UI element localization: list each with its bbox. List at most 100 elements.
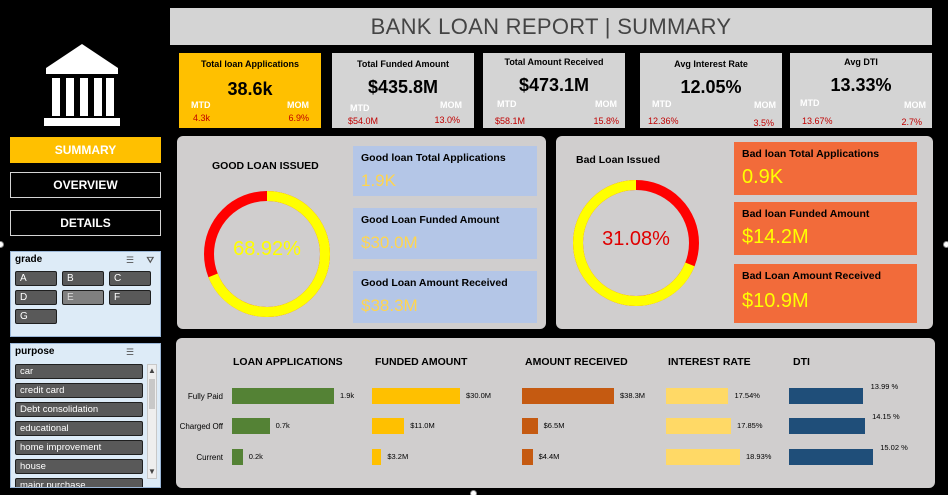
bad-loan-percent: 31.08% <box>602 228 670 250</box>
bad-loan-applications-card: Bad loan Total Applications 0.9K <box>734 142 917 195</box>
bar-0-0 <box>232 388 334 404</box>
purpose-option-credit-card[interactable]: credit card <box>15 383 143 398</box>
series-header-dti: DTI <box>793 356 810 368</box>
purpose-scrollbar[interactable]: ▲ ▼ <box>147 364 157 479</box>
bar-4-2 <box>789 449 873 465</box>
bar-label-0-0: 1.9k <box>340 391 355 400</box>
kpi-mom-value: 15.8% <box>593 116 619 126</box>
bar-2-1 <box>522 418 538 434</box>
bar-label-2-1: $6.5M <box>543 421 565 430</box>
purpose-option-major-purchase[interactable]: major purchase <box>15 478 143 487</box>
page-title: BANK LOAN REPORT | SUMMARY <box>170 8 932 45</box>
good-loan-applications-card: Good loan Total Applications 1.9K <box>353 146 537 196</box>
resize-handle[interactable] <box>470 490 477 495</box>
bar-label-0-2: 0.2k <box>248 452 263 461</box>
grade-option-b[interactable]: B <box>62 271 104 286</box>
bar-label-0-1: 0.7k <box>275 421 290 430</box>
grade-option-f[interactable]: F <box>109 290 151 305</box>
bad-loan-panel: Bad Loan Issued 31.08% Bad loan Total Ap… <box>556 136 933 329</box>
category-label-current: Current <box>196 453 223 462</box>
bad-loan-ring-segment <box>573 180 699 306</box>
purpose-option-house[interactable]: house <box>15 459 143 474</box>
purpose-option-debt-consolidation[interactable]: Debt consolidation <box>15 402 143 417</box>
scroll-down-icon[interactable]: ▼ <box>148 467 156 476</box>
purpose-option-educational[interactable]: educational <box>15 421 143 436</box>
kpi-mtd-label: MTD <box>191 100 211 110</box>
kpi-mom-value: 3.5% <box>753 118 774 128</box>
kpi-value: 38.6k <box>227 79 273 99</box>
kpi-mtd-label: MTD <box>800 98 820 108</box>
bar-3-1 <box>666 418 732 434</box>
grade-slicer-title: grade <box>15 254 43 265</box>
bar-1-1 <box>372 418 405 434</box>
kpi-title: Total loan Applications <box>200 59 299 69</box>
kpi-mom-value: 2.7% <box>901 117 922 127</box>
series-header-interest-rate: INTEREST RATE <box>668 356 751 368</box>
nav-details-button[interactable]: DETAILS <box>10 210 161 236</box>
purpose-slicer: purpose ☰ car credit card Debt consolida… <box>10 343 161 488</box>
bar-0-2 <box>232 449 243 465</box>
card-value: 0.9K <box>742 166 784 188</box>
bar-1-2 <box>372 449 382 465</box>
bar-3-0 <box>666 388 729 404</box>
card-label: Bad loan Total Applications <box>742 148 880 160</box>
bank-icon <box>44 44 120 126</box>
grade-option-c[interactable]: C <box>109 271 151 286</box>
kpi-mom-label: MOM <box>595 99 617 109</box>
scroll-up-icon[interactable]: ▲ <box>148 366 156 375</box>
bad-loan-received-card: Bad Loan Amount Received $10.9M <box>734 264 917 323</box>
card-value: $10.9M <box>742 290 809 312</box>
bar-label-2-2: $4.4M <box>538 452 560 461</box>
clear-filter-icon[interactable]: ⛛ <box>146 255 154 265</box>
grade-slicer: grade ☰ ⛛ A B C D E F G <box>10 251 161 337</box>
card-label: Good loan Total Applications <box>361 152 506 164</box>
series-header-loan-applications: LOAN APPLICATIONS <box>233 356 343 368</box>
bar-0-1 <box>232 418 270 434</box>
kpi-total-received: Total Amount Received $473.1M MTD MOM $5… <box>483 53 625 128</box>
grade-option-e[interactable]: E <box>62 290 104 305</box>
card-value: $30.0M <box>361 233 418 252</box>
bar-label-3-0: 17.54% <box>734 391 760 400</box>
multi-select-icon[interactable]: ☰ <box>125 347 134 357</box>
kpi-total-funded: Total Funded Amount $435.8M MTD MOM $54.… <box>332 53 474 128</box>
good-loan-funded-card: Good Loan Funded Amount $30.0M <box>353 208 537 259</box>
bar-4-0 <box>789 388 864 404</box>
nav-summary-button[interactable]: SUMMARY <box>10 137 161 163</box>
bar-1-0 <box>372 388 460 404</box>
kpi-mtd-value: 13.67% <box>802 116 833 126</box>
good-loan-panel: GOOD LOAN ISSUED 68.92% Good loan Total … <box>177 136 546 329</box>
good-loan-percent: 68.92% <box>233 238 301 260</box>
bar-label-2-0: $38.3M <box>620 391 646 400</box>
kpi-title: Total Funded Amount <box>357 59 449 69</box>
scroll-thumb[interactable] <box>149 379 155 409</box>
card-label: Good Loan Amount Received <box>361 277 508 289</box>
good-loan-title: GOOD LOAN ISSUED <box>212 160 319 172</box>
bar-2-2 <box>522 449 533 465</box>
kpi-title: Total Amount Received <box>504 57 604 67</box>
resize-handle[interactable] <box>943 241 948 248</box>
bar-label-4-1: 14.15 % <box>872 412 900 421</box>
nav-overview-button[interactable]: OVERVIEW <box>10 172 161 198</box>
bar-label-3-2: 18.93% <box>746 452 772 461</box>
purpose-option-home-improvement[interactable]: home improvement <box>15 440 143 455</box>
multi-select-icon[interactable]: ☰ <box>125 255 134 265</box>
kpi-mtd-label: MTD <box>350 103 370 113</box>
card-label: Good Loan Funded Amount <box>361 214 500 226</box>
kpi-title: Avg Interest Rate <box>674 59 748 69</box>
bar-label-4-2: 15.02 % <box>880 443 908 452</box>
bar-2-0 <box>522 388 614 404</box>
card-value: 1.9K <box>361 171 396 190</box>
kpi-mtd-value: $54.0M <box>348 116 379 126</box>
grade-option-g[interactable]: G <box>15 309 57 324</box>
good-loan-ring-segment <box>204 191 330 317</box>
grade-option-d[interactable]: D <box>15 290 57 305</box>
resize-handle[interactable] <box>0 241 4 248</box>
bar-label-1-1: $11.0M <box>410 421 435 430</box>
purpose-option-car[interactable]: car <box>15 364 143 379</box>
category-label-fully-paid: Fully Paid <box>187 392 223 401</box>
kpi-title: Avg DTI <box>844 57 878 67</box>
grade-option-a[interactable]: A <box>15 271 57 286</box>
category-label-charged-off: Charged Off <box>179 422 223 431</box>
bar-3-2 <box>666 449 740 465</box>
kpi-avg-interest: Avg Interest Rate 12.05% MTD MOM 12.36% … <box>640 53 782 128</box>
